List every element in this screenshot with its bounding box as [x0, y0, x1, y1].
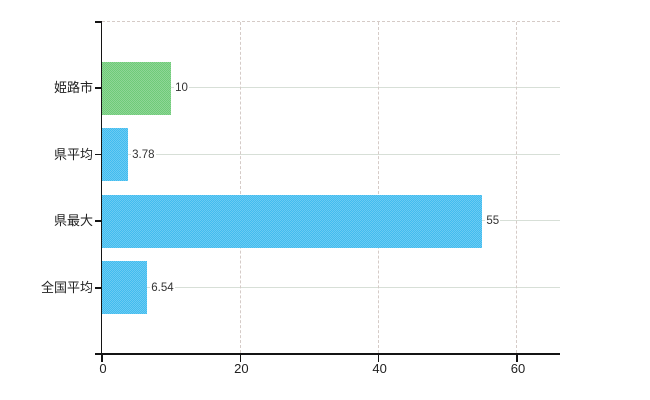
value-label: 6.54: [150, 279, 175, 296]
bar-姫路市[interactable]: [102, 61, 172, 115]
y-axis-line: [100, 22, 102, 360]
value-label: 10: [174, 80, 189, 96]
x-axis-tick: [377, 353, 380, 362]
category-label-県最大: 県最大: [53, 213, 93, 229]
y-axis-tick: [95, 287, 102, 289]
category-label-全国平均: 全国平均: [40, 279, 93, 295]
y-axis-tick: [95, 87, 102, 89]
x-axis-line: [95, 353, 560, 355]
x-tick-label: 0: [99, 361, 107, 376]
category-label-姫路市: 姫路市: [53, 80, 93, 95]
category-label-県平均: 県平均: [53, 146, 93, 162]
bar-県最大[interactable]: [102, 194, 483, 248]
x-axis-tick: [101, 353, 103, 362]
vertical-gridline: [239, 22, 241, 353]
value-label: 55: [485, 213, 501, 230]
y-axis-tick: [95, 21, 102, 23]
horizontal-gridline: [102, 153, 560, 155]
y-axis-tick: [95, 153, 102, 156]
bar-県平均[interactable]: [102, 128, 129, 182]
vertical-gridline: [377, 22, 379, 353]
y-axis-tick: [95, 220, 102, 222]
horizontal-gridline: [102, 287, 560, 289]
bar-全国平均[interactable]: [102, 261, 148, 315]
x-tick-label: 20: [234, 361, 249, 376]
x-axis-tick: [516, 353, 518, 362]
horizontal-gridline: [102, 87, 560, 89]
x-axis-tick: [239, 353, 242, 362]
vertical-gridline: [516, 22, 518, 353]
x-tick-label: 60: [510, 361, 526, 376]
plot-top-boundary-line: [102, 21, 560, 22]
value-label: 3.78: [131, 146, 156, 163]
x-tick-label: 40: [372, 361, 387, 376]
